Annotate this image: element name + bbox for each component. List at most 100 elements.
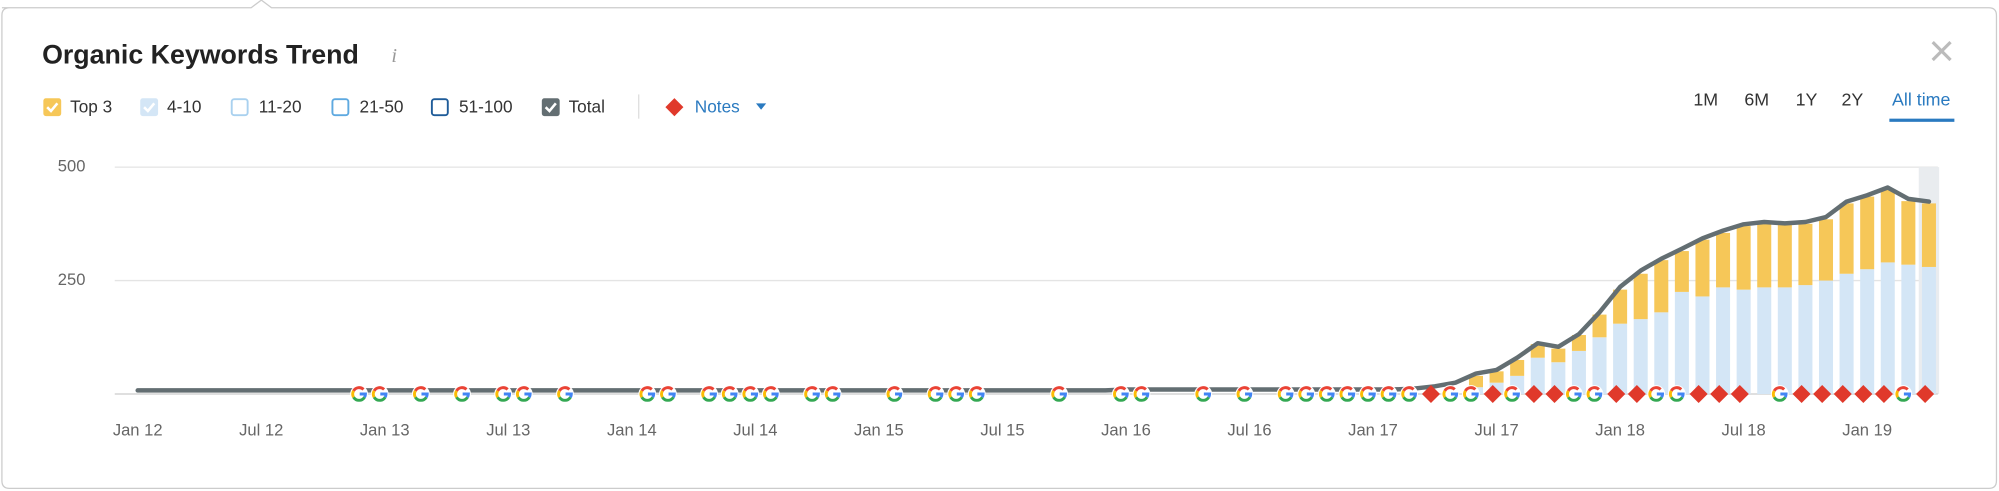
icon-arc: [1670, 396, 1684, 402]
google-update-icon[interactable]: [1585, 385, 1604, 403]
note-marker[interactable]: [1607, 385, 1626, 404]
range-button[interactable]: 1Y: [1796, 90, 1818, 110]
icon-arc: [414, 386, 427, 392]
google-update-icon[interactable]: [1461, 385, 1480, 403]
google-update-icon[interactable]: [1317, 385, 1336, 403]
google-update-icon[interactable]: [1338, 385, 1357, 403]
google-update-icon[interactable]: [1894, 385, 1913, 403]
google-update-icon[interactable]: [741, 385, 760, 403]
icon-arc: [805, 396, 819, 402]
icon-arc: [359, 392, 367, 398]
icon-arc: [886, 390, 891, 398]
icon-arc: [1903, 392, 1912, 398]
bar-segment: [1654, 312, 1669, 395]
notes-toggle[interactable]: Notes: [665, 96, 767, 116]
icon-arc: [558, 386, 571, 392]
google-update-icon[interactable]: [1297, 385, 1316, 403]
google-update-icon[interactable]: [1194, 385, 1213, 403]
google-update-icon[interactable]: [1359, 385, 1377, 403]
google-update-icon[interactable]: [947, 385, 966, 403]
google-update-icon[interactable]: [1235, 385, 1254, 403]
google-update-icon[interactable]: [967, 385, 986, 403]
x-tick-label: Jan 17: [1348, 420, 1398, 439]
icon-arc: [414, 396, 428, 402]
google-update-icon[interactable]: [514, 385, 533, 403]
google-update-icon[interactable]: [720, 385, 739, 403]
google-update-icon[interactable]: [885, 385, 904, 403]
google-update-icon[interactable]: [1503, 385, 1521, 403]
google-update-icon[interactable]: [658, 385, 677, 403]
note-marker[interactable]: [1813, 385, 1832, 404]
note-marker[interactable]: [1833, 385, 1852, 404]
google-update-icon[interactable]: [1379, 385, 1398, 403]
icon-arc: [1327, 392, 1335, 398]
note-marker[interactable]: [1730, 385, 1749, 404]
google-update-icon[interactable]: [926, 385, 945, 403]
google-update-icon[interactable]: [350, 385, 368, 403]
note-marker[interactable]: [1792, 385, 1811, 404]
icon-arc: [503, 392, 512, 398]
icon-arc: [1361, 386, 1374, 392]
google-update-icon[interactable]: [1770, 385, 1789, 403]
bar-segment: [1736, 226, 1751, 290]
icon-arc: [1586, 390, 1591, 398]
bar-segment: [1551, 348, 1566, 363]
note-marker[interactable]: [1421, 385, 1440, 404]
note-marker[interactable]: [1854, 385, 1873, 404]
google-update-icon[interactable]: [1111, 385, 1130, 403]
google-update-icon[interactable]: [411, 385, 430, 403]
note-marker[interactable]: [1689, 385, 1708, 404]
note-marker[interactable]: [1524, 385, 1543, 404]
range-button[interactable]: 2Y: [1841, 90, 1863, 110]
icon-arc: [1237, 396, 1252, 402]
icon-arc: [1389, 392, 1397, 398]
note-marker[interactable]: [1627, 385, 1646, 404]
legend-label: 21-50: [360, 96, 404, 116]
icon-arc: [977, 392, 985, 398]
google-update-icon[interactable]: [1400, 385, 1419, 403]
info-icon[interactable]: i: [391, 45, 397, 67]
google-update-icon[interactable]: [761, 385, 780, 403]
icon-arc: [764, 386, 777, 392]
bar-segment: [1613, 289, 1628, 324]
icon-arc: [1504, 390, 1508, 398]
note-marker[interactable]: [1916, 385, 1935, 404]
google-update-icon[interactable]: [638, 385, 657, 403]
legend-item[interactable]: 4-10: [140, 96, 201, 116]
legend-item[interactable]: 21-50: [331, 96, 404, 117]
legend-item[interactable]: 11-20: [230, 96, 302, 116]
google-update-icon[interactable]: [370, 385, 389, 403]
google-update-icon[interactable]: [453, 385, 471, 403]
icon-arc: [558, 396, 572, 402]
google-update-icon[interactable]: [494, 385, 513, 403]
legend-item[interactable]: Total: [541, 96, 605, 116]
google-update-icon[interactable]: [1564, 385, 1583, 403]
note-marker[interactable]: [1710, 385, 1729, 404]
google-update-icon[interactable]: [556, 385, 574, 403]
note-marker[interactable]: [1483, 385, 1502, 404]
google-update-icon[interactable]: [1647, 385, 1666, 403]
google-update-icon[interactable]: [700, 385, 719, 403]
google-update-icon[interactable]: [1276, 385, 1295, 403]
bar-segment: [1633, 319, 1648, 395]
google-update-icon[interactable]: [1667, 385, 1686, 403]
google-update-icon[interactable]: [1132, 385, 1151, 403]
legend-item[interactable]: Top 3: [43, 96, 112, 116]
x-tick-label: Jul 13: [486, 420, 530, 439]
range-button[interactable]: All time: [1892, 90, 1951, 110]
icon-arc: [887, 396, 902, 402]
legend-item[interactable]: 51-100: [430, 96, 513, 116]
range-button[interactable]: 1M: [1693, 90, 1718, 110]
note-marker[interactable]: [1874, 385, 1893, 404]
legend-checkbox: [331, 98, 350, 117]
google-update-icon[interactable]: [803, 385, 821, 403]
google-update-icon[interactable]: [1441, 385, 1460, 403]
bar-segment: [1901, 264, 1916, 395]
close-button[interactable]: [1931, 41, 1952, 62]
google-update-icon[interactable]: [1050, 385, 1069, 403]
icon-arc: [1771, 390, 1776, 398]
range-button[interactable]: 6M: [1744, 90, 1769, 110]
google-update-icon[interactable]: [823, 385, 842, 403]
note-marker[interactable]: [1545, 385, 1564, 404]
icon-arc: [1574, 392, 1582, 398]
